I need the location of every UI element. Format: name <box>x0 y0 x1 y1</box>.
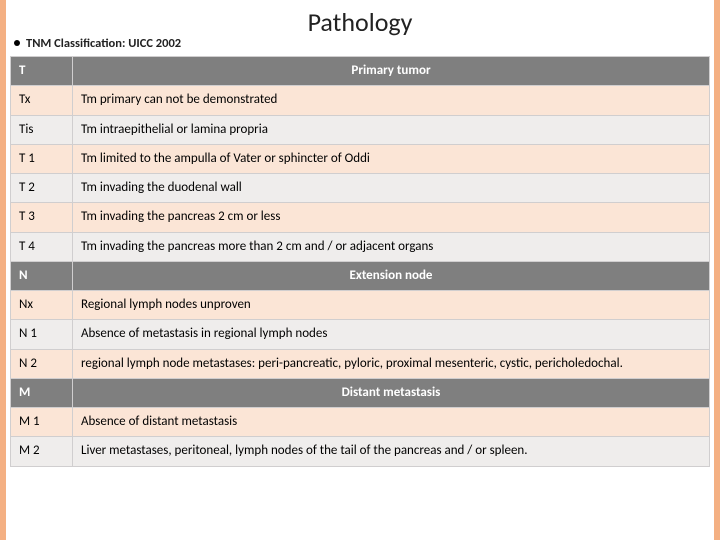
code-cell: T 3 <box>11 203 73 232</box>
subtitle-text: TNM Classification: UICC 2002 <box>26 36 181 51</box>
desc-cell: Absence of distant metastasis <box>73 408 710 437</box>
code-cell: M 1 <box>11 408 73 437</box>
desc-cell: regional lymph node metastases: peri-pan… <box>73 349 710 378</box>
tnm-table-body: TPrimary tumorTxTm primary can not be de… <box>11 57 710 467</box>
table-row: N 2regional lymph node metastases: peri-… <box>11 349 710 378</box>
left-accent-stripe <box>0 0 6 540</box>
table-row: T 2Tm invading the duodenal wall <box>11 174 710 203</box>
code-cell: N <box>11 261 73 290</box>
code-cell: T <box>11 57 73 86</box>
right-accent-stripe <box>714 0 720 540</box>
slide: Pathology TNM Classification: UICC 2002 … <box>0 0 720 540</box>
desc-cell: Tm intraepithelial or lamina propria <box>73 115 710 144</box>
table-row: M 2Liver metastases, peritoneal, lymph n… <box>11 437 710 466</box>
code-cell: M 2 <box>11 437 73 466</box>
desc-cell: Tm invading the pancreas more than 2 cm … <box>73 232 710 261</box>
desc-cell: Extension node <box>73 261 710 290</box>
table-row: TxTm primary can not be demonstrated <box>11 86 710 115</box>
desc-cell: Distant metastasis <box>73 378 710 407</box>
table-row: T 1Tm limited to the ampulla of Vater or… <box>11 144 710 173</box>
desc-cell: Tm limited to the ampulla of Vater or sp… <box>73 144 710 173</box>
desc-cell: Liver metastases, peritoneal, lymph node… <box>73 437 710 466</box>
code-cell: N 1 <box>11 320 73 349</box>
code-cell: Tx <box>11 86 73 115</box>
table-row: NxRegional lymph nodes unproven <box>11 291 710 320</box>
table-row: M 1Absence of distant metastasis <box>11 408 710 437</box>
code-cell: N 2 <box>11 349 73 378</box>
code-cell: M <box>11 378 73 407</box>
bullet-icon <box>14 40 20 46</box>
table-row: T 3Tm invading the pancreas 2 cm or less <box>11 203 710 232</box>
code-cell: T 4 <box>11 232 73 261</box>
table-row: T 4Tm invading the pancreas more than 2 … <box>11 232 710 261</box>
desc-cell: Primary tumor <box>73 57 710 86</box>
code-cell: T 2 <box>11 174 73 203</box>
table-row: TisTm intraepithelial or lamina propria <box>11 115 710 144</box>
desc-cell: Tm invading the duodenal wall <box>73 174 710 203</box>
section-header-row: MDistant metastasis <box>11 378 710 407</box>
desc-cell: Tm invading the pancreas 2 cm or less <box>73 203 710 232</box>
section-header-row: TPrimary tumor <box>11 57 710 86</box>
desc-cell: Absence of metastasis in regional lymph … <box>73 320 710 349</box>
desc-cell: Regional lymph nodes unproven <box>73 291 710 320</box>
slide-subtitle: TNM Classification: UICC 2002 <box>14 36 181 51</box>
tnm-table: TPrimary tumorTxTm primary can not be de… <box>10 56 710 467</box>
section-header-row: NExtension node <box>11 261 710 290</box>
desc-cell: Tm primary can not be demonstrated <box>73 86 710 115</box>
slide-title: Pathology <box>0 6 720 38</box>
table-row: N 1Absence of metastasis in regional lym… <box>11 320 710 349</box>
code-cell: T 1 <box>11 144 73 173</box>
code-cell: Tis <box>11 115 73 144</box>
code-cell: Nx <box>11 291 73 320</box>
